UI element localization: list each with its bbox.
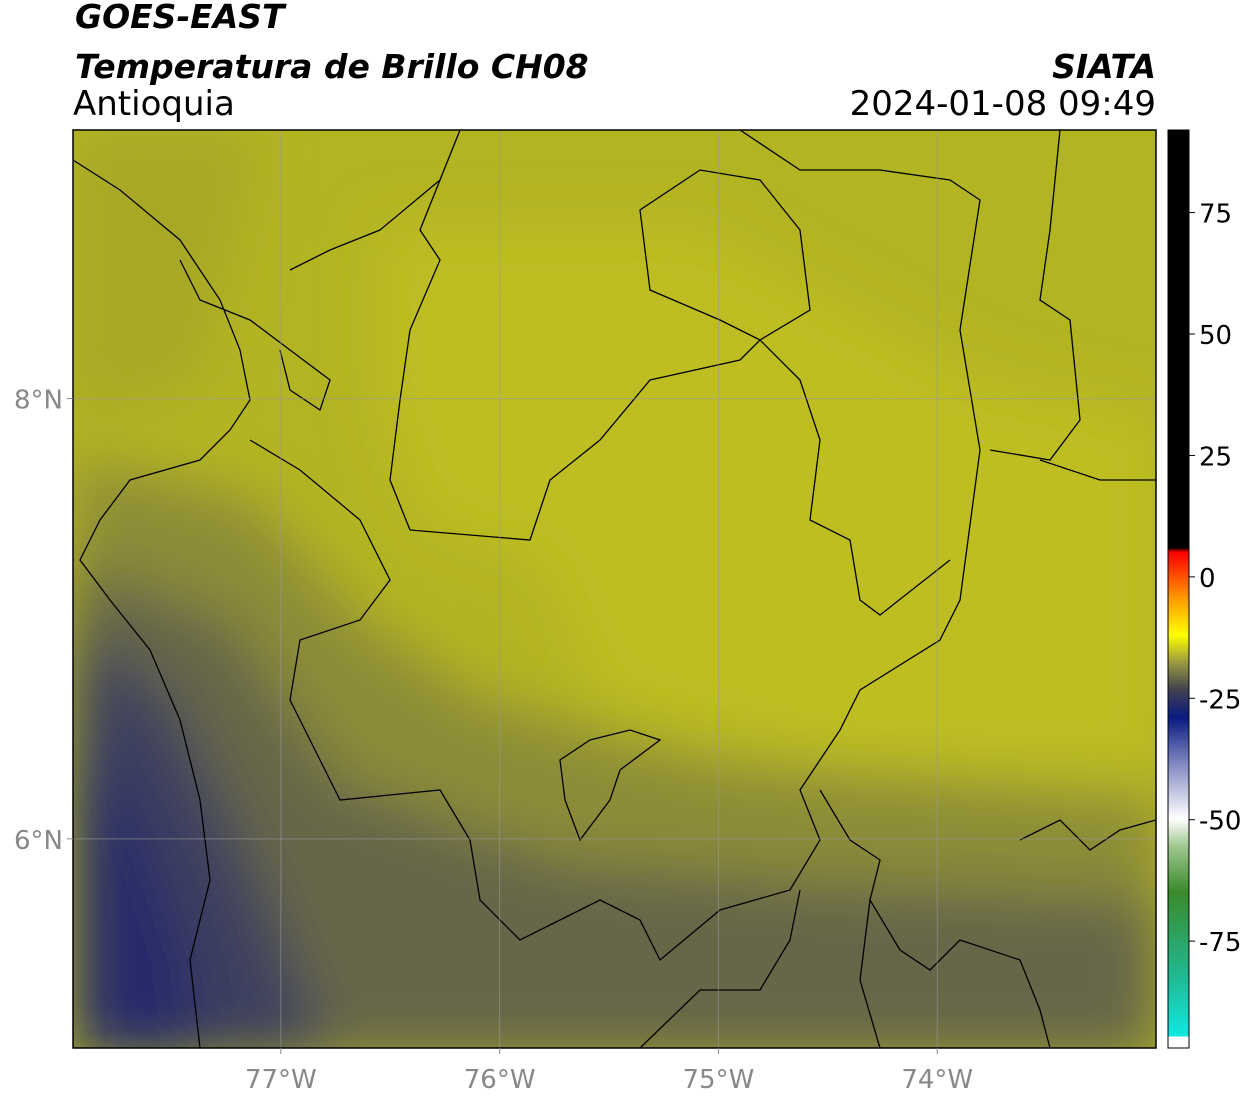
y-tick-label: 8°N — [14, 386, 63, 416]
colorbar — [1167, 129, 1190, 1049]
boundaries — [73, 130, 1156, 1048]
map-frame — [72, 129, 1157, 1049]
colorbar-tick-label: 25 — [1199, 442, 1232, 472]
colorbar-tick-label: -50 — [1199, 807, 1241, 837]
x-tick-label: 76°W — [464, 1065, 536, 1095]
map-field — [73, 130, 1156, 1048]
colorbar-tick-label: 50 — [1199, 321, 1232, 351]
colorbar-tick-label: 75 — [1199, 200, 1232, 230]
y-tick-label: 6°N — [14, 826, 63, 856]
region: Antioquia — [73, 84, 235, 124]
x-tick-label: 74°W — [901, 1065, 973, 1095]
satellite: GOES-EAST — [75, 0, 287, 36]
graticule — [73, 130, 1156, 1048]
colorbar-tick-label: -75 — [1199, 928, 1241, 958]
colorbar-tick-label: -25 — [1199, 685, 1241, 715]
source: SIATA — [1052, 47, 1156, 86]
product: Temperatura de Brillo CH08 — [75, 47, 589, 86]
x-tick-label: 75°W — [683, 1065, 755, 1095]
colorbar-tick-label: 0 — [1199, 564, 1216, 594]
datetime: 2024-01-08 09:49 — [850, 84, 1156, 124]
x-tick-label: 77°W — [245, 1065, 317, 1095]
